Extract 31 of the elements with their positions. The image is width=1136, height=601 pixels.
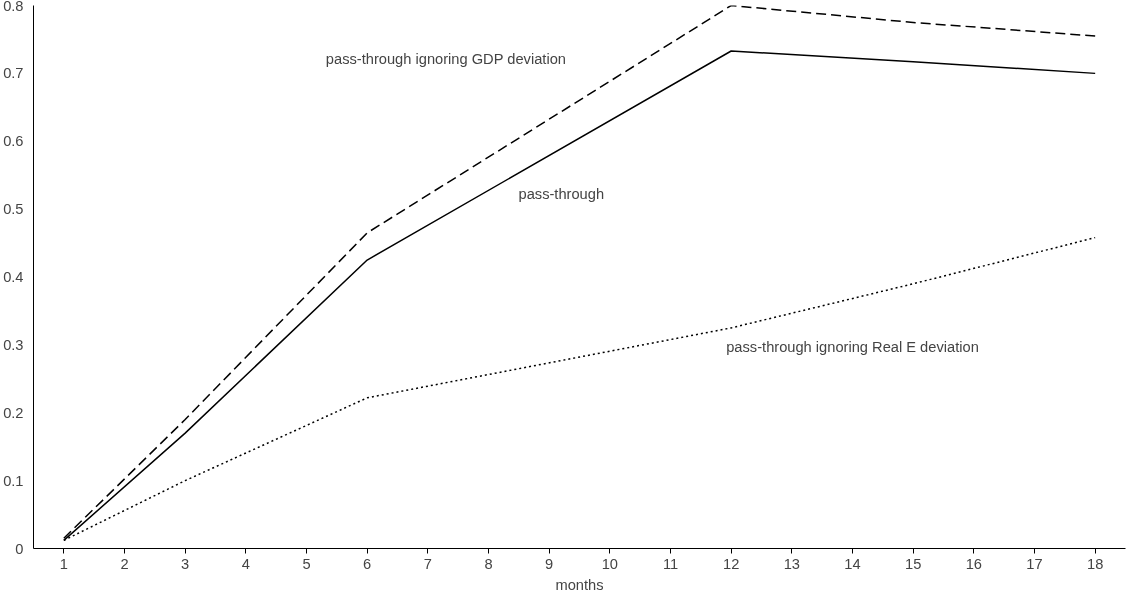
- x-tick-label: 11: [662, 555, 679, 572]
- y-tick-label: 0: [15, 540, 24, 557]
- x-tick-label: 16: [965, 555, 982, 572]
- series-label: pass-through: [518, 186, 605, 203]
- x-tick-label: 14: [844, 555, 861, 572]
- x-tick-label: 5: [302, 555, 311, 572]
- y-tick-label: 0.7: [3, 65, 24, 82]
- y-tick-label: 0.5: [3, 201, 24, 218]
- y-tick-label: 0.2: [3, 404, 24, 421]
- x-tick-label: 3: [181, 555, 190, 572]
- x-tick-label: 18: [1087, 555, 1104, 572]
- x-tick-label: 9: [545, 555, 554, 572]
- x-tick-label: 4: [241, 555, 250, 572]
- x-tick-label: 12: [723, 555, 740, 572]
- x-tick-label: 15: [905, 555, 922, 572]
- y-tick-label: 0.8: [3, 0, 24, 14]
- y-tick-label: 0.4: [3, 269, 24, 285]
- x-tick-label: 6: [363, 555, 372, 572]
- x-tick-label: 8: [484, 555, 493, 572]
- y-tick-label: 0.6: [3, 133, 24, 150]
- x-tick-label: 17: [1026, 555, 1043, 572]
- series-label: pass-through ignoring Real E deviation: [726, 339, 979, 356]
- y-tick-label: 0.3: [3, 336, 24, 353]
- x-tick-label: 13: [783, 555, 800, 572]
- x-tick-label: 7: [423, 555, 432, 572]
- x-tick-label: 10: [601, 555, 618, 572]
- x-axis-title: months: [555, 576, 604, 593]
- x-tick-label: 2: [120, 555, 129, 572]
- y-tick-label: 0.1: [3, 472, 24, 489]
- x-tick-label: 1: [59, 555, 68, 572]
- text: pass-through ignoring GDP deviation: [325, 50, 566, 67]
